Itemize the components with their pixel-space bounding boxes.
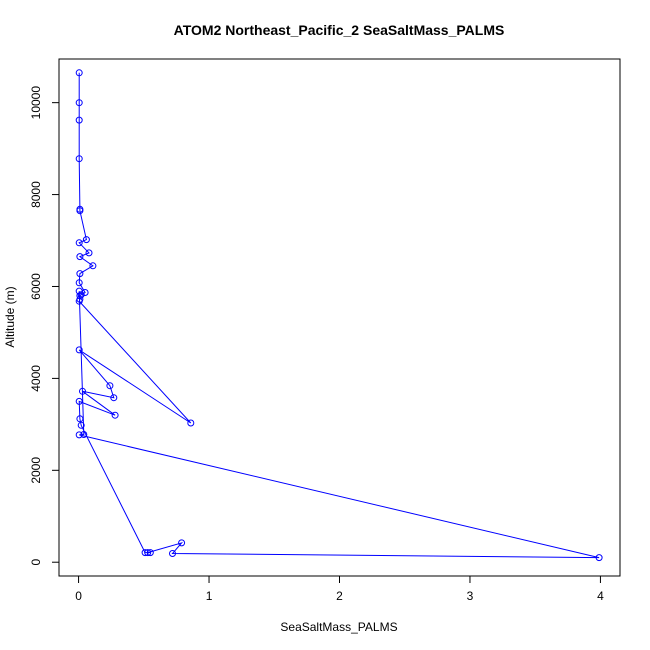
data-point: [75, 431, 83, 439]
data-point: [141, 549, 149, 557]
data-point: [75, 99, 83, 107]
data-point: [80, 431, 88, 438]
data-point: [76, 270, 84, 278]
data-point: [76, 415, 84, 423]
data-point: [77, 291, 85, 299]
data-point: [75, 69, 83, 77]
x-tick-label: 4: [597, 589, 604, 603]
data-point: [75, 279, 83, 287]
data-point: [75, 297, 83, 305]
data-point: [75, 397, 83, 405]
series-line: [78, 72, 600, 559]
data-point: [85, 249, 93, 257]
data-point: [146, 549, 154, 557]
y-tick-label: 10000: [29, 86, 43, 120]
y-tick-label: 4000: [29, 365, 43, 392]
data-point: [111, 411, 119, 419]
x-tick-label: 3: [467, 589, 474, 603]
data-point: [82, 236, 90, 244]
chart-title: ATOM2 Northeast_Pacific_2 SeaSaltMass_PA…: [174, 22, 505, 38]
plot-frame: [58, 58, 621, 577]
data-point: [187, 419, 195, 427]
x-axis-title: SeaSaltMass_PALMS: [280, 620, 397, 634]
data-point: [75, 239, 83, 247]
data-point: [77, 421, 85, 429]
data-point: [75, 116, 83, 124]
y-tick-label: 2000: [29, 457, 43, 484]
y-axis-title: Altitude (m): [3, 286, 17, 347]
x-tick-label: 1: [206, 589, 213, 603]
data-point: [75, 287, 83, 295]
data-point: [75, 155, 83, 163]
x-tick-label: 0: [75, 589, 82, 603]
series-points: [75, 69, 603, 562]
data-point: [76, 253, 84, 261]
data-point: [76, 207, 84, 215]
data-point: [169, 550, 176, 557]
y-axis: 0 2000 4000 6000 8000 10000: [29, 86, 60, 566]
data-point: [106, 382, 114, 390]
data-point: [144, 549, 152, 557]
data-point: [75, 346, 83, 354]
data-point: [110, 394, 118, 402]
data-point: [89, 262, 97, 270]
x-axis: 0 1 2 3 4: [75, 575, 604, 603]
x-tick-label: 2: [336, 589, 343, 603]
data-point: [595, 554, 603, 562]
data-point: [178, 539, 186, 547]
y-tick-label: 0: [29, 559, 43, 566]
y-tick-label: 6000: [29, 273, 43, 300]
series-lines: [78, 72, 600, 559]
data-point: [79, 387, 86, 395]
y-tick-label: 8000: [29, 181, 43, 208]
